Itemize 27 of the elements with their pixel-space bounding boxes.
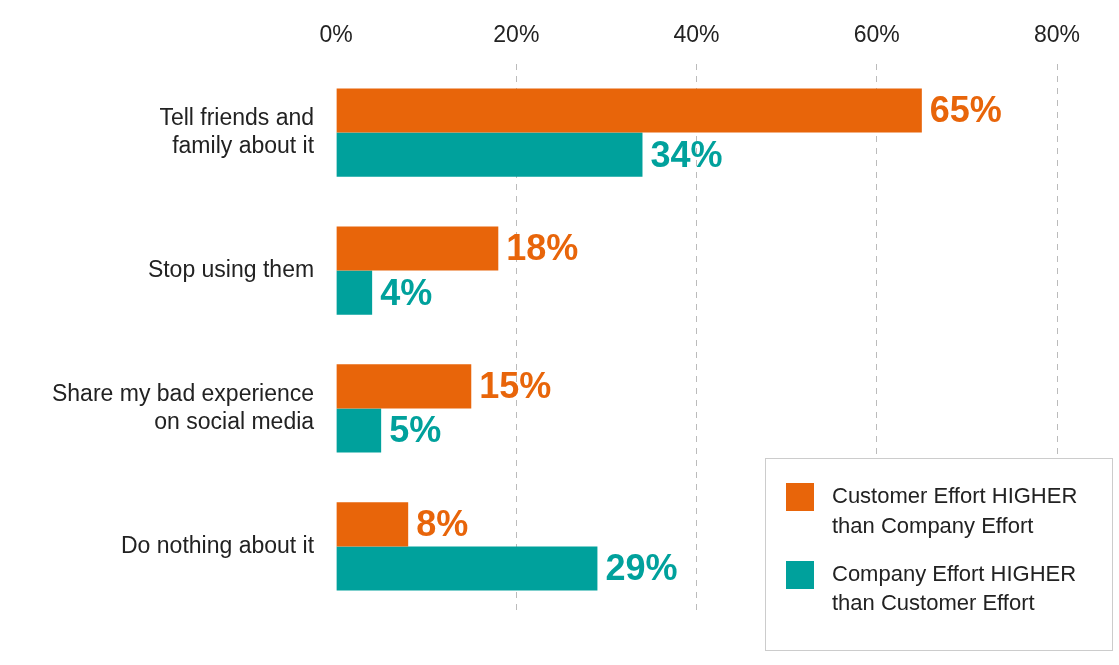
y-tick-label: Do nothing about it bbox=[121, 531, 315, 558]
bar bbox=[336, 408, 382, 453]
x-tick-label: 40% bbox=[673, 21, 720, 48]
bar bbox=[336, 546, 598, 591]
data-label: 5% bbox=[389, 409, 442, 451]
bar bbox=[336, 364, 472, 409]
data-label: 4% bbox=[380, 271, 433, 313]
data-label: 18% bbox=[506, 227, 579, 269]
bar bbox=[336, 132, 643, 177]
y-tick-label: Tell friends and family about it bbox=[159, 104, 315, 158]
y-tick-label: Stop using them bbox=[147, 255, 315, 282]
bar bbox=[336, 226, 499, 271]
legend-label: Customer Effort HIGHER than Company Effort bbox=[832, 482, 1079, 540]
data-label: 15% bbox=[479, 365, 552, 407]
data-label: 34% bbox=[650, 133, 723, 175]
bar bbox=[336, 88, 922, 133]
y-tick-label: Share my bad experience on social media bbox=[51, 380, 315, 434]
x-tick-label: 0% bbox=[319, 21, 353, 48]
data-label: 29% bbox=[605, 547, 678, 589]
data-label: 65% bbox=[929, 89, 1002, 131]
x-tick-label: 20% bbox=[493, 21, 540, 48]
x-tick-label: 80% bbox=[1033, 21, 1081, 48]
bar bbox=[336, 270, 373, 315]
data-label: 8% bbox=[416, 503, 469, 545]
legend-label: Company Effort HIGHER than Customer Effort bbox=[832, 559, 1078, 618]
bar bbox=[336, 502, 409, 547]
x-tick-label: 60% bbox=[853, 21, 900, 48]
